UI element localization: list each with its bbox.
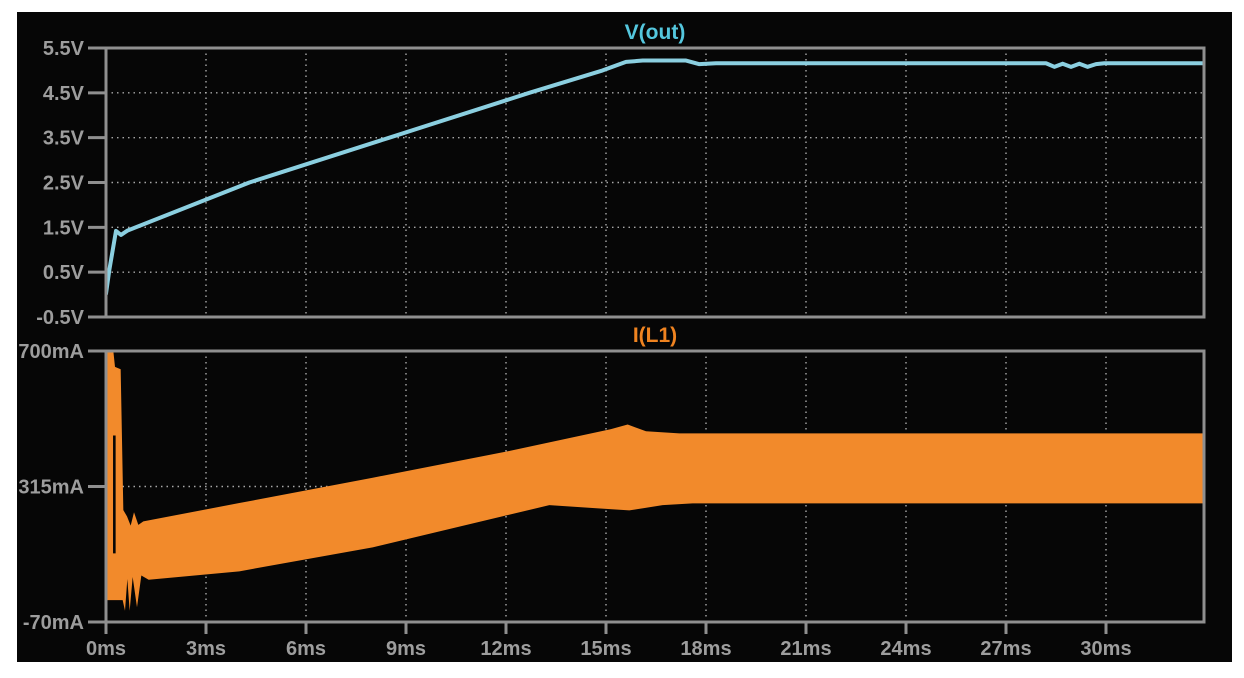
y-axis-label: 0.5V [43,262,85,284]
x-axis-label: 9ms [386,638,426,660]
x-axis-label: 3ms [186,638,226,660]
x-axis-label: 6ms [286,638,326,660]
x-axis-label: 0ms [86,638,126,660]
x-axis-label: 12ms [480,638,531,660]
trace-vout [106,58,1204,296]
x-axis-label: 24ms [880,638,931,660]
y-axis-label: 1.5V [43,217,85,239]
y-axis-label: 315mA [18,477,84,499]
y-axis-label: 700mA [18,341,84,363]
y-axis-label: 5.5V [43,38,85,60]
trace-title-il1: I(L1) [633,324,677,347]
y-axis-label: 4.5V [43,83,85,105]
x-axis-label: 27ms [980,638,1031,660]
x-axis-label: 15ms [580,638,631,660]
y-axis-label: -70mA [23,612,84,634]
y-axis-label: 2.5V [43,173,85,195]
x-axis-label: 18ms [680,638,731,660]
y-axis-label: 3.5V [43,128,85,150]
trace-title-vout: V(out) [625,21,686,44]
y-axis-label: -0.5V [36,307,84,329]
x-axis-label: 30ms [1080,638,1131,660]
x-axis-label: 21ms [780,638,831,660]
trace-il1-ripple-band [106,351,1204,611]
